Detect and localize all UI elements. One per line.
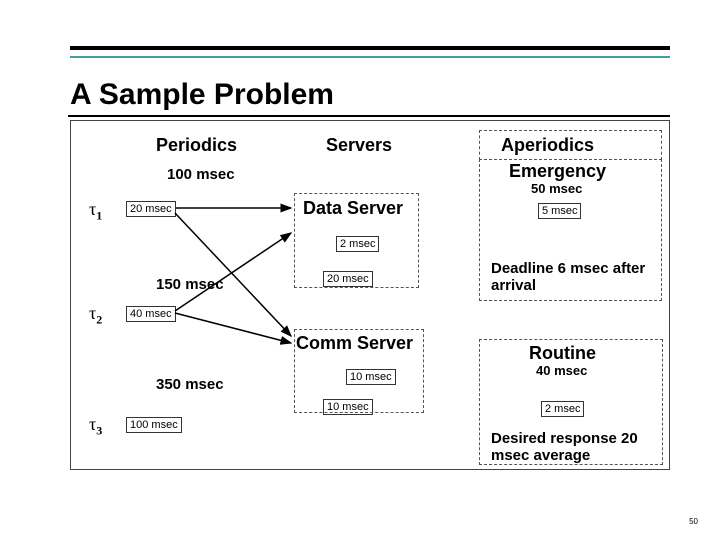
col-servers: Servers [326,135,392,156]
p2-period: 150 msec [156,276,224,293]
aperiodics-header-box [479,130,662,160]
routine-box [479,339,663,465]
tau1-sub: 1 [96,209,102,223]
comm-server-box [294,329,424,413]
title-underline [68,115,670,117]
p1-period: 100 msec [167,166,235,183]
col-periodics: Periodics [156,135,237,156]
p3-period: 350 msec [156,376,224,393]
tau-1: τ1 [89,199,102,224]
p1-time: 20 msec [126,201,176,217]
page-title: A Sample Problem [70,78,334,112]
emergency-box [479,159,662,301]
top-rule-heavy [70,46,670,50]
page-number: 50 [689,517,698,526]
p3-time: 100 msec [126,417,182,433]
tau-2: τ2 [89,303,102,328]
p2-time: 40 msec [126,306,176,322]
tau2-sub: 2 [96,313,102,327]
tau3-sub: 3 [96,424,102,438]
tau-3: τ3 [89,414,102,439]
diagram-container: Periodics Servers Aperiodics 100 msec τ1… [70,120,670,470]
data-server-box [294,193,419,288]
top-rule-accent [70,56,670,58]
